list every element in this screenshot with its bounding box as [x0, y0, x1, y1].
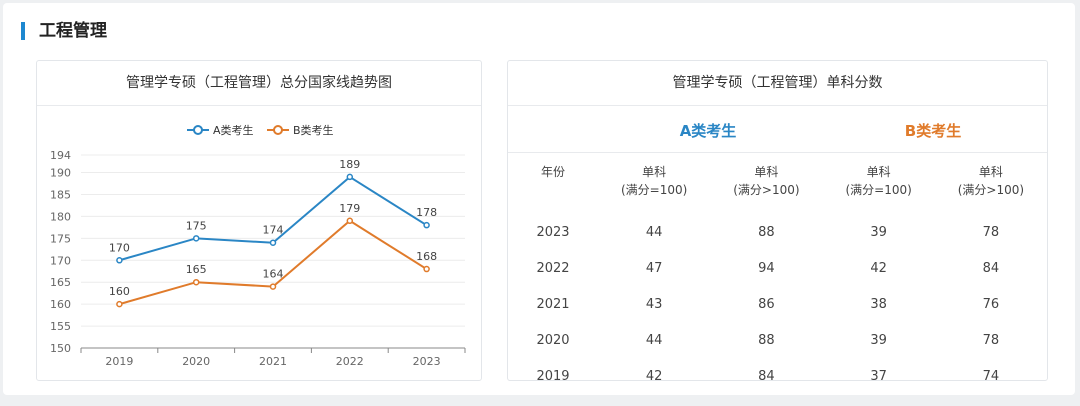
data-point	[423, 265, 430, 273]
series-line-a	[119, 175, 428, 262]
legend-marker	[193, 125, 203, 135]
data-label: 179	[339, 202, 360, 215]
cell-b-gt100: 84	[982, 260, 1000, 276]
x-tick-label: 2019	[105, 355, 133, 368]
cell-a-eq100: 44	[645, 332, 663, 348]
cell-b-eq100: 39	[870, 332, 887, 348]
cell-b-eq100: 38	[870, 296, 887, 312]
single-subject-card: 管理学专硕（工程管理）单科分数 A类考生 B类考生 年份 单科 (满分=100) …	[507, 60, 1048, 384]
cell-year: 2019	[536, 368, 570, 384]
data-label: 174	[263, 224, 284, 237]
data-label: 164	[263, 268, 284, 281]
y-tick-label: 185	[50, 188, 71, 201]
table-header-row: 年份 单科 (满分=100) 单科 (满分>100) 单科 (满分=100) 单科 (满…	[508, 157, 1047, 214]
cell-b-eq100: 42	[870, 260, 887, 276]
header-a-eq100: 单科 (满分=100)	[620, 165, 688, 197]
legend-marker	[273, 125, 283, 135]
y-tick-label: 175	[50, 232, 71, 245]
header-b-gt100: 单科 (满分>100)	[957, 165, 1025, 197]
data-point	[269, 283, 277, 290]
cell-b-gt100: 76	[982, 296, 1000, 312]
data-point	[116, 257, 123, 264]
cell-b-gt100: 78	[982, 224, 1000, 240]
single-subject-title: 管理学专硕（工程管理）单科分数	[508, 61, 1047, 106]
x-tick-label: 2021	[259, 355, 287, 368]
table-row: 2022 47 94 42 84	[508, 250, 1047, 286]
x-tick-label: 2022	[336, 355, 364, 368]
cell-b-gt100: 78	[982, 332, 1000, 348]
header-year: 年份	[540, 165, 565, 179]
trend-chart-title: 管理学专硕（工程管理）总分国家线趋势图	[37, 61, 481, 106]
x-tick-label: 2020	[182, 355, 210, 368]
data-label: 178	[416, 206, 437, 219]
cell-year: 2023	[536, 224, 570, 240]
scores-table: 年份 单科 (满分=100) 单科 (满分>100) 单科 (满分=100) 单科 (满…	[508, 157, 1047, 394]
data-label: 160	[109, 285, 130, 298]
cell-a-eq100: 42	[645, 368, 663, 384]
cell-year: 2020	[536, 332, 570, 348]
y-tick-label: 190	[50, 167, 71, 180]
y-tick-label: 160	[50, 298, 71, 311]
main-panel: 工程管理 管理学专硕（工程管理）总分国家线趋势图 A类考生 B类考生 150 155 1…	[3, 3, 1075, 395]
cell-b-eq100: 39	[870, 224, 887, 240]
cell-a-eq100: 44	[645, 224, 663, 240]
table-row: 2023 44 88 39 78	[508, 214, 1047, 250]
data-label: 170	[109, 241, 130, 254]
group-b-label: B类考生	[904, 122, 962, 140]
data-point	[192, 278, 200, 286]
cell-a-gt100: 86	[758, 296, 775, 312]
y-tick-label: 170	[50, 254, 71, 267]
table-row: 2021 43 86 38 76	[508, 286, 1047, 322]
header-b-eq100: 单科 (满分=100)	[845, 165, 912, 197]
cell-a-eq100: 47	[645, 260, 663, 276]
section-accent-bar	[21, 22, 25, 40]
data-point	[346, 173, 354, 181]
header-a-gt100: 单科 (满分>100)	[733, 165, 800, 197]
group-a-label: A类考生	[679, 122, 737, 140]
cell-year: 2021	[536, 296, 570, 312]
data-point	[269, 239, 277, 246]
data-label: 189	[339, 158, 360, 171]
data-label: 168	[416, 250, 437, 263]
data-point	[192, 235, 200, 242]
section-title: 工程管理	[39, 21, 107, 41]
x-tick-label: 2023	[413, 355, 441, 368]
table-row: 2019 42 84 37 74	[508, 358, 1047, 394]
trend-line-chart: A类考生 B类考生 150 155 160 165 170 175 180 185 190 194 20…	[50, 123, 466, 368]
cell-b-eq100: 37	[870, 368, 887, 384]
cell-a-gt100: 84	[758, 368, 775, 384]
cell-a-gt100: 94	[758, 260, 775, 276]
cell-a-eq100: 43	[645, 296, 663, 312]
cell-a-gt100: 88	[758, 224, 775, 240]
group-header-row: A类考生 B类考生	[508, 106, 1047, 153]
y-tick-label: 165	[50, 276, 71, 289]
data-label: 165	[186, 263, 207, 276]
data-point	[423, 221, 430, 229]
legend-label: B类考生	[293, 123, 334, 137]
y-tick-label: 194	[50, 149, 71, 162]
data-point	[346, 217, 354, 225]
y-tick-label: 180	[50, 210, 71, 223]
cell-year: 2022	[536, 260, 570, 276]
data-label: 175	[186, 219, 207, 232]
table-row: 2020 44 88 39 78	[508, 322, 1047, 358]
cell-a-gt100: 88	[758, 332, 775, 348]
y-tick-label: 150	[50, 342, 71, 355]
cell-b-gt100: 74	[982, 368, 1000, 384]
y-tick-label: 155	[50, 320, 71, 333]
legend-label: A类考生	[213, 123, 254, 137]
trend-chart-card: 管理学专硕（工程管理）总分国家线趋势图 A类考生 B类考生 150 155 160 165…	[36, 60, 482, 381]
data-point	[116, 300, 123, 308]
